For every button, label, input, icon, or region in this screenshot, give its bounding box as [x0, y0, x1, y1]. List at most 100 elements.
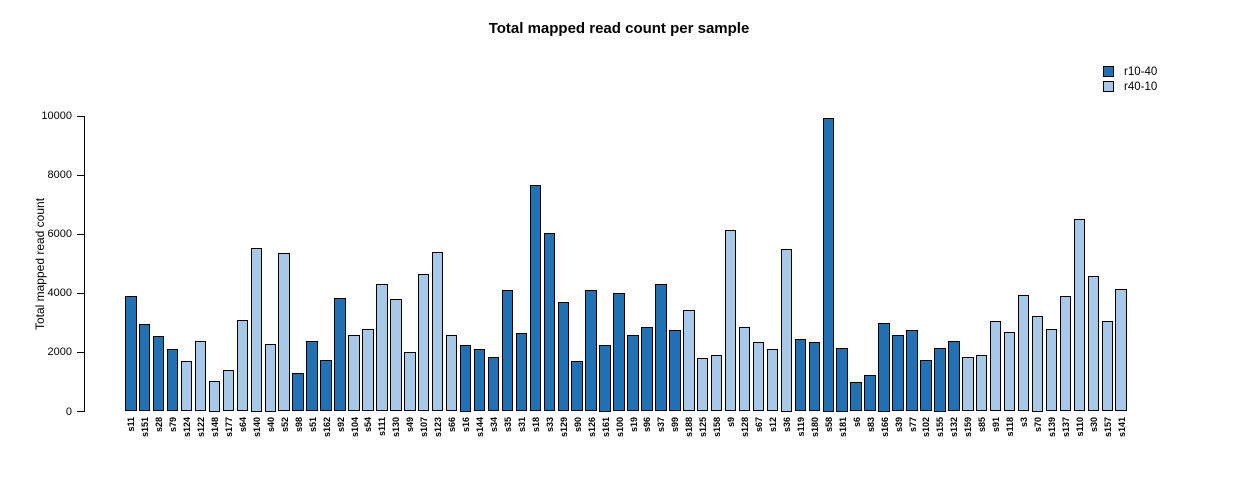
- legend-label: r40-10: [1124, 80, 1158, 93]
- bar-s100: [613, 293, 625, 412]
- x-tick-label-s54: s54: [363, 417, 374, 433]
- bar-s151: [138, 324, 151, 412]
- x-tick-label-s155: s155: [935, 417, 946, 438]
- bar-s180: [808, 342, 821, 412]
- x-tick-label-s34: s34: [489, 417, 499, 433]
- x-tick-label-s144: s144: [475, 417, 486, 438]
- x-tick-label-s104: s104: [349, 417, 360, 438]
- x-tick-label-s177: s177: [223, 417, 234, 438]
- x-tick-label-s151: s151: [140, 417, 151, 438]
- chart-legend: r10-40 r40-10: [1103, 64, 1157, 94]
- bar-s104: [348, 334, 360, 412]
- legend-swatch-icon: [1103, 66, 1114, 77]
- y-tick-label: 0: [65, 405, 72, 418]
- bar-s85: [975, 355, 988, 412]
- bar-s9: [724, 229, 737, 412]
- bar-s30: [1087, 275, 1100, 412]
- bar-s123: [431, 251, 444, 412]
- bar-s188: [683, 309, 695, 412]
- bar-s66: [445, 334, 458, 412]
- x-tick-label-s148: s148: [210, 417, 220, 438]
- x-tick-label-s6: s6: [851, 417, 862, 428]
- x-tick-label-s33: s33: [544, 417, 555, 433]
- x-tick-label-s30: s30: [1088, 417, 1099, 433]
- bar-s52: [278, 253, 290, 412]
- bar-s122: [194, 340, 207, 412]
- x-tick-label-s128: s128: [740, 417, 751, 438]
- bar-s99: [669, 330, 681, 412]
- bar-s79: [166, 349, 179, 412]
- bar-s157: [1101, 321, 1114, 412]
- bar-s33: [543, 232, 556, 412]
- bar-s98: [292, 373, 304, 412]
- bar-s67: [752, 342, 765, 412]
- bar-s96: [641, 327, 653, 412]
- x-tick-label-s181: s181: [837, 417, 848, 438]
- x-tick-label-s79: s79: [168, 417, 179, 433]
- bar-s111: [376, 284, 388, 412]
- bar-s11: [125, 296, 137, 412]
- bar-s128: [738, 327, 751, 412]
- y-axis-title: Total mapped read count: [33, 197, 47, 331]
- x-tick-label-s137: s137: [1061, 417, 1071, 438]
- bar-s39: [892, 334, 904, 412]
- bar-s77: [906, 330, 918, 412]
- x-tick-label-s166: s166: [879, 417, 890, 438]
- y-tick-mark: [77, 233, 84, 235]
- x-tick-label-s180: s180: [809, 417, 820, 438]
- x-tick-label-s129: s129: [558, 417, 569, 438]
- x-tick-label-s3: s3: [1019, 417, 1030, 428]
- x-tick-label-s110: s110: [1074, 417, 1085, 437]
- bar-s181: [836, 348, 848, 412]
- x-tick-label-s40: s40: [265, 417, 276, 433]
- x-tick-label-s51: s51: [307, 417, 318, 433]
- bar-s139: [1045, 328, 1058, 412]
- x-tick-label-s126: s126: [586, 417, 597, 438]
- x-tick-label-s31: s31: [516, 417, 527, 433]
- x-tick-label-s35: s35: [502, 417, 513, 433]
- legend-entry-r10-40: r10-40: [1103, 64, 1157, 79]
- x-tick-label-s130: s130: [391, 417, 402, 438]
- bar-s34: [487, 356, 500, 412]
- bar-s159: [962, 356, 974, 412]
- x-tick-label-s139: s139: [1047, 417, 1057, 438]
- x-tick-label-s162: s162: [321, 417, 332, 438]
- legend-swatch-icon: [1103, 81, 1114, 92]
- x-tick-label-s18: s18: [530, 417, 541, 433]
- x-tick-label-s58: s58: [823, 417, 834, 433]
- legend-label: r10-40: [1124, 65, 1158, 78]
- x-tick-label-s77: s77: [907, 417, 918, 433]
- x-tick-label-s85: s85: [977, 417, 988, 433]
- bar-s118: [1003, 331, 1016, 412]
- x-tick-label-s122: s122: [196, 417, 207, 438]
- y-tick-label: 10000: [41, 110, 72, 122]
- x-tick-label-s19: s19: [628, 417, 639, 433]
- legend-entry-r40-10: r40-10: [1103, 79, 1157, 94]
- x-tick-label-s98: s98: [293, 417, 304, 433]
- bar-s36: [780, 249, 793, 412]
- x-tick-label-s159: s159: [963, 417, 974, 438]
- x-tick-label-s123: s123: [433, 417, 444, 438]
- x-tick-label-s39: s39: [893, 417, 904, 433]
- bar-s119: [794, 339, 807, 412]
- bar-s125: [696, 358, 709, 412]
- bar-s162: [320, 359, 332, 412]
- bar-s141: [1115, 288, 1127, 412]
- x-tick-label-s119: s119: [795, 417, 806, 437]
- x-tick-label-s132: s132: [949, 417, 960, 438]
- y-axis-line: [84, 116, 85, 412]
- bar-s137: [1059, 296, 1072, 412]
- bar-s70: [1031, 315, 1044, 412]
- bar-s158: [710, 355, 723, 412]
- x-tick-label-s107: s107: [419, 417, 430, 438]
- bar-s161: [599, 345, 611, 412]
- x-tick-label-s70: s70: [1033, 417, 1043, 433]
- x-tick-label-s96: s96: [642, 417, 653, 433]
- y-tick-mark: [77, 292, 84, 294]
- bar-s19: [627, 334, 639, 412]
- x-tick-label-s90: s90: [572, 417, 583, 433]
- bar-s126: [585, 290, 597, 412]
- bar-s144: [473, 349, 486, 412]
- bar-s140: [250, 247, 263, 412]
